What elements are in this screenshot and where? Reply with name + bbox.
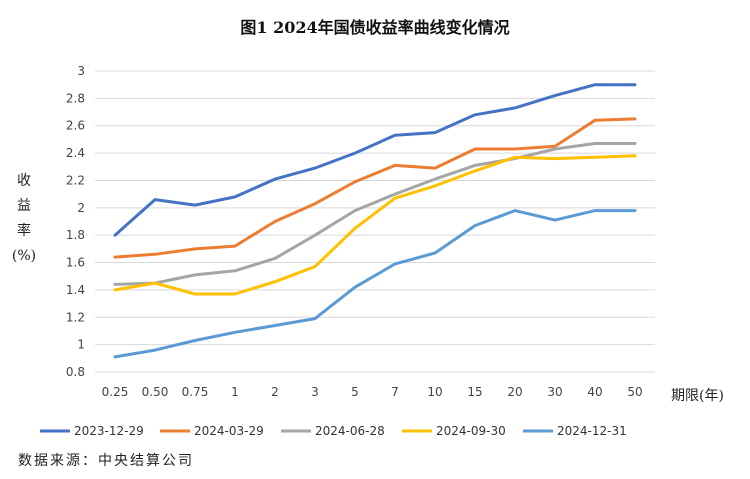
chart-title: 图1 2024年国债收益率曲线变化情况 bbox=[240, 18, 509, 37]
x-tick-label: 5 bbox=[351, 385, 359, 399]
y-tick-label: 1.6 bbox=[66, 256, 85, 270]
x-axis-label: 期限(年) bbox=[671, 388, 724, 404]
y-axis-label: (%) bbox=[12, 248, 36, 264]
y-tick-label: 2.6 bbox=[66, 119, 85, 133]
y-tick-label: 2.2 bbox=[66, 173, 85, 187]
x-tick-label: 0.75 bbox=[182, 385, 209, 399]
legend-label: 2024-06-28 bbox=[315, 424, 385, 438]
series-line-2023-12-29 bbox=[113, 83, 637, 237]
x-tick-label: 1 bbox=[231, 385, 239, 399]
y-tick-label: 2 bbox=[77, 201, 85, 215]
series-line-2024-06-28 bbox=[113, 142, 637, 286]
y-tick-label: 1.8 bbox=[66, 228, 85, 242]
x-tick-label: 3 bbox=[311, 385, 319, 399]
x-tick-label: 2 bbox=[271, 385, 279, 399]
legend-label: 2024-09-30 bbox=[436, 424, 506, 438]
x-tick-label: 50 bbox=[627, 385, 642, 399]
x-tick-label: 7 bbox=[391, 385, 399, 399]
series-line-2024-03-29 bbox=[113, 117, 637, 259]
x-tick-label: 15 bbox=[467, 385, 482, 399]
x-tick-label: 0.50 bbox=[142, 385, 169, 399]
y-tick-label: 0.8 bbox=[66, 365, 85, 379]
x-tick-label: 20 bbox=[507, 385, 522, 399]
x-tick-label: 10 bbox=[427, 385, 442, 399]
y-axis-label: 收 bbox=[17, 173, 31, 189]
x-tick-label: 30 bbox=[547, 385, 562, 399]
y-tick-label: 2.4 bbox=[66, 146, 85, 160]
legend-label: 2024-03-29 bbox=[194, 424, 264, 438]
y-tick-label: 2.8 bbox=[66, 91, 85, 105]
y-axis-label: 益 bbox=[17, 198, 31, 214]
x-tick-label: 0.25 bbox=[102, 385, 129, 399]
series-line-2024-09-30 bbox=[113, 154, 637, 296]
legend-label: 2024-12-31 bbox=[557, 424, 627, 438]
legend-label: 2023-12-29 bbox=[74, 424, 144, 438]
x-tick-label: 40 bbox=[587, 385, 602, 399]
y-tick-label: 1.4 bbox=[66, 283, 85, 297]
data-source-note: 数据来源：中央结算公司 bbox=[18, 453, 194, 469]
series-line-2024-12-31 bbox=[113, 209, 637, 359]
y-tick-label: 3 bbox=[77, 64, 85, 78]
y-tick-label: 1 bbox=[77, 338, 85, 352]
y-tick-label: 1.2 bbox=[66, 310, 85, 324]
y-axis-label: 率 bbox=[17, 222, 31, 239]
